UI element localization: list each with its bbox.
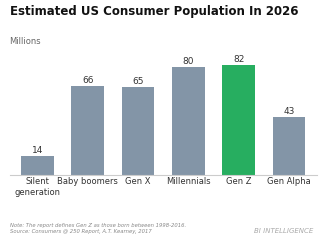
Text: Millions: Millions: [10, 37, 41, 46]
Text: Estimated US Consumer Population In 2026: Estimated US Consumer Population In 2026: [10, 5, 298, 18]
Text: 65: 65: [132, 77, 144, 86]
Text: 66: 66: [82, 76, 93, 85]
Text: 82: 82: [233, 55, 244, 63]
Text: 43: 43: [284, 107, 295, 116]
Text: 80: 80: [183, 57, 194, 66]
Text: BI INTELLIGENCE: BI INTELLIGENCE: [254, 228, 314, 234]
Text: 14: 14: [32, 146, 43, 155]
Bar: [71, 86, 104, 175]
Bar: [122, 88, 154, 175]
Bar: [172, 67, 205, 175]
Text: Note: The report defines Gen Z as those born between 1998-2016.
Source: Consumer: Note: The report defines Gen Z as those …: [10, 223, 186, 234]
Bar: [273, 117, 306, 175]
Bar: [222, 65, 255, 175]
Bar: [21, 156, 54, 175]
